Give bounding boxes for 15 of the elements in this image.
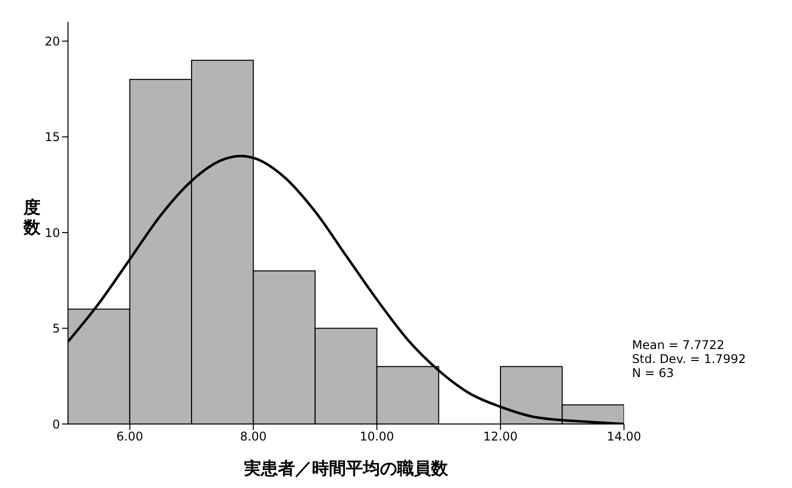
x-axis-title: 実患者／時間平均の職員数 [243, 459, 449, 479]
x-tick-label: 12.00 [483, 430, 518, 444]
y-tick-label: 20 [44, 34, 60, 48]
y-tick-label: 5 [52, 322, 60, 336]
y-tick-label: 15 [44, 130, 60, 144]
x-tick-label: 6.00 [116, 430, 144, 444]
y-tick-label: 10 [44, 226, 60, 240]
text: Mean = 7.7722 [632, 338, 726, 352]
x-tick-label: 14.00 [606, 430, 642, 444]
y-axis-title: 度数 [22, 198, 42, 238]
x-tick-label: 8.00 [240, 430, 267, 444]
y-tick-label: 0 [52, 417, 60, 432]
text: N = 63 [632, 366, 675, 380]
text: Std. Dev. = 1.7992 [632, 352, 746, 366]
x-tick-label: 10.00 [360, 430, 394, 444]
